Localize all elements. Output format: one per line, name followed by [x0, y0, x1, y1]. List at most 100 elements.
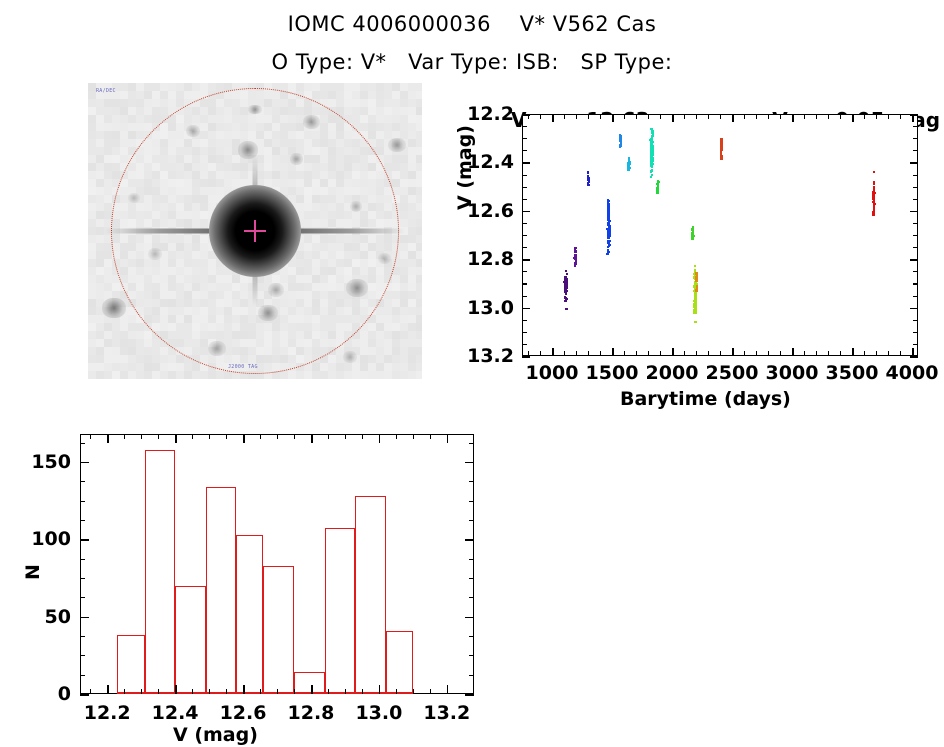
lightcurve-point [694, 297, 698, 300]
lightcurve-point [587, 171, 590, 175]
lightcurve-point [872, 195, 875, 199]
x-minor-tick [90, 434, 92, 439]
y-tick [465, 461, 474, 464]
target-crosshair-icon [244, 220, 266, 242]
lightcurve-point [695, 275, 698, 279]
lightcurve-point [607, 226, 611, 230]
y-minor-tick [913, 198, 918, 200]
lightcurve-point [650, 151, 653, 155]
lightcurve-point [586, 178, 590, 181]
x-minor-tick [361, 434, 364, 439]
x-minor-tick [260, 434, 262, 439]
y-tick [80, 461, 89, 464]
y-minor-tick [913, 186, 918, 188]
y-tick [910, 210, 918, 213]
histogram-plot[interactable]: 12.2 12.4 12.6 12.8 13.0 13.2 0 50 100 150 N V (m… [8, 420, 488, 747]
lightcurve-point [720, 150, 723, 154]
lightcurve-point [566, 272, 569, 276]
x-minor-tick [564, 351, 566, 356]
x-tick [612, 348, 614, 356]
x-minor-tick [293, 689, 296, 694]
lightcurve-point [694, 303, 697, 307]
x-minor-tick [361, 689, 364, 694]
y-minor-tick [469, 442, 474, 444]
y-minor-tick [80, 500, 85, 502]
x-minor-tick [828, 114, 830, 119]
x-minor-tick [900, 114, 902, 119]
y-minor-tick [522, 283, 527, 285]
x-tick [732, 114, 734, 122]
lightcurve-plot[interactable]: 1000 1500 2000 2500 3000 3500 4000 12.2 12.4 12.6… [454, 100, 944, 410]
x-minor-tick [429, 689, 432, 694]
x-tick [672, 114, 674, 122]
y-tick [80, 694, 89, 696]
x-minor-tick [684, 114, 686, 119]
lightcurve-point [650, 175, 653, 179]
y-minor-tick [469, 655, 474, 657]
x-minor-tick [412, 434, 415, 439]
x-tick [852, 348, 854, 356]
y-minor-tick [522, 343, 527, 346]
y-minor-tick [913, 235, 918, 237]
lightcurve-point [720, 158, 723, 161]
x-minor-tick [720, 114, 722, 119]
y-minor-tick [522, 126, 527, 128]
lightcurve-point [694, 274, 697, 277]
lightcurve-point [574, 260, 578, 263]
x-tick-label: 12.2 [83, 702, 131, 724]
lightcurve-point [627, 157, 631, 160]
lightcurve-point [690, 232, 694, 235]
lightcurve-point [573, 249, 577, 252]
x-minor-tick [768, 351, 770, 356]
lightcurve-point [586, 182, 590, 185]
x-minor-tick [576, 351, 578, 356]
y-minor-tick [913, 150, 918, 152]
lightcurve-point [720, 147, 724, 151]
y-minor-tick [469, 674, 474, 676]
x-minor-tick [804, 114, 806, 119]
x-minor-tick [588, 351, 590, 356]
lightcurve-point [608, 230, 611, 234]
lightcurve-point [607, 224, 610, 227]
x-minor-tick [660, 114, 662, 119]
lightcurve-point [627, 162, 630, 165]
x-tick [792, 114, 794, 122]
lightcurve-point [694, 301, 697, 305]
x-tick [792, 348, 794, 356]
lightcurve-point [587, 177, 590, 180]
histogram-bar [355, 495, 386, 694]
y-minor-tick [522, 295, 527, 297]
x-minor-tick [528, 351, 530, 356]
y-tick-label: 12.6 [467, 199, 514, 222]
x-minor-tick [804, 351, 806, 356]
y-minor-tick [913, 343, 918, 346]
y-minor-tick [522, 138, 527, 140]
x-minor-tick [768, 114, 770, 119]
x-tick-label: 1000 [525, 362, 579, 384]
histogram-bar [263, 565, 294, 694]
x-minor-tick [226, 434, 228, 439]
lightcurve-point [720, 146, 723, 149]
lightcurve-point [650, 173, 653, 177]
x-minor-tick [209, 689, 211, 694]
x-tick [446, 434, 449, 443]
x-minor-tick [720, 351, 722, 356]
sky-image-thumbnail[interactable]: RA/DEC J2000 TAG [88, 83, 422, 379]
lightcurve-point [607, 205, 610, 209]
y-minor-tick [469, 519, 474, 522]
lightcurve-point [695, 311, 698, 314]
y-minor-tick [522, 186, 527, 188]
lightcurve-point [574, 262, 577, 265]
x-tick [175, 685, 177, 694]
lightcurve-point [691, 235, 695, 238]
lightcurve-point [606, 253, 609, 256]
y-minor-tick [522, 319, 527, 321]
lightcurve-point [694, 308, 697, 312]
x-tick-label: 13.0 [355, 702, 403, 724]
y-tick [522, 114, 530, 116]
x-tick [310, 434, 313, 443]
lightcurve-point [587, 174, 590, 177]
y-tick-label: 50 [44, 605, 71, 628]
lightcurve-point [872, 203, 876, 207]
y-minor-tick [913, 222, 918, 225]
